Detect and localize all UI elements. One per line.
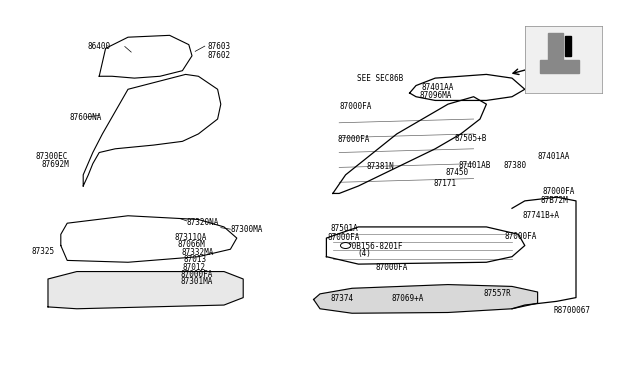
Text: 87000FA: 87000FA: [338, 135, 371, 144]
Text: 87000FA: 87000FA: [542, 187, 575, 196]
Text: 87401AA: 87401AA: [421, 83, 454, 92]
Text: 86400: 86400: [88, 42, 111, 51]
Text: 87096MA: 87096MA: [420, 91, 452, 100]
Text: 87505+B: 87505+B: [454, 134, 487, 143]
Polygon shape: [314, 285, 538, 313]
Text: R8700067: R8700067: [554, 306, 591, 315]
Bar: [564, 36, 571, 56]
Text: 87311QA: 87311QA: [174, 233, 207, 242]
Text: 87602: 87602: [208, 51, 231, 60]
Text: 87300MA: 87300MA: [230, 225, 263, 234]
Text: 87401AA: 87401AA: [538, 153, 570, 161]
Text: 87380: 87380: [503, 161, 526, 170]
Text: 87300EC: 87300EC: [35, 152, 68, 161]
Text: 87450: 87450: [445, 169, 468, 177]
Text: 87012: 87012: [182, 263, 205, 272]
Text: 87000FA: 87000FA: [328, 233, 360, 242]
Text: SEE SEC86B: SEE SEC86B: [357, 74, 403, 83]
Text: 87600NA: 87600NA: [69, 113, 102, 122]
Text: 87401AB: 87401AB: [458, 161, 491, 170]
Text: 87501A: 87501A: [330, 224, 358, 233]
Text: 87013: 87013: [184, 255, 207, 264]
Text: 87000FA: 87000FA: [339, 102, 372, 110]
Text: 87320NA: 87320NA: [187, 218, 220, 227]
Text: 87332MA: 87332MA: [182, 248, 214, 257]
Text: (4): (4): [357, 249, 371, 258]
Text: 87374: 87374: [330, 294, 353, 303]
Text: 87069+A: 87069+A: [392, 294, 424, 303]
Text: 87692M: 87692M: [42, 160, 69, 169]
Text: 87325: 87325: [32, 247, 55, 256]
Polygon shape: [540, 60, 579, 73]
Text: 87066M: 87066M: [178, 240, 205, 249]
Polygon shape: [48, 272, 243, 309]
Polygon shape: [548, 33, 563, 60]
Text: 87171: 87171: [434, 179, 457, 187]
Text: 87741B+A: 87741B+A: [522, 211, 559, 220]
Text: 87000FA: 87000FA: [375, 263, 408, 272]
Text: 87000FA: 87000FA: [180, 270, 213, 279]
Text: 87603: 87603: [208, 42, 231, 51]
Text: 87B72M: 87B72M: [541, 196, 568, 205]
Text: 87000FA: 87000FA: [504, 232, 537, 241]
Text: °0B156-8201F: °0B156-8201F: [348, 242, 404, 251]
Text: 87381N: 87381N: [366, 162, 394, 171]
Text: 87301MA: 87301MA: [180, 278, 213, 286]
Text: 87557R: 87557R: [483, 289, 511, 298]
